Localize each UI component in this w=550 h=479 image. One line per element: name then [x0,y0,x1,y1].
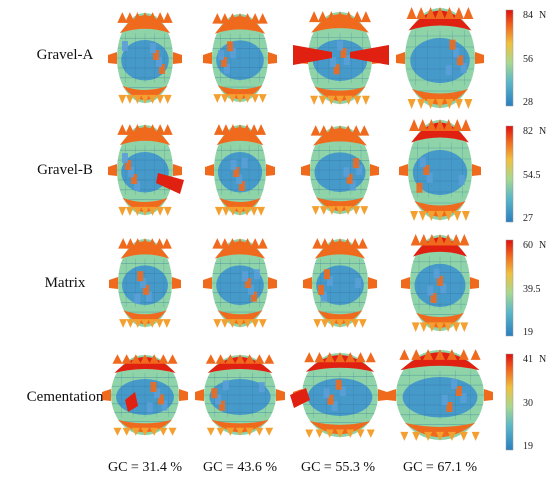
colorbar-1-tick-min: 28 [523,97,533,108]
colorbar-3-tick-mid: 39.5 [523,284,541,295]
sphere-layer [102,7,493,441]
force-sphere-r1-c3 [299,11,381,105]
colorbar-3-tick-max: 60 [523,240,533,251]
row-label-cementation: Cementation [26,389,104,405]
force-sphere-r1-c2 [203,13,277,103]
colorbar-2-tick-max: 82 [523,126,533,137]
colorbar-layer: 84 56 28 N 82 54.5 27 N 60 39.5 19 N 41 30 19 N [505,9,546,452]
colorbar-1: 84 56 28 N [505,9,546,108]
force-sphere-r3-c2 [203,238,277,328]
colorbar-2-unit: N [539,126,546,137]
colorbar-3-tick-min: 19 [523,327,533,338]
column-label-gc-1: GC = 31.4 % [107,460,182,475]
force-sphere-r1-c4 [396,7,484,109]
column-label-gc-3: GC = 55.3 % [300,460,375,475]
colorbar-4: 41 30 19 N [505,353,546,452]
force-sphere-r4-c4 [387,349,493,441]
colorbar-2-tick-min: 27 [523,213,533,224]
force-spike-3 [156,173,184,194]
row-label-matrix: Matrix [44,275,86,291]
colorbar-4-unit: N [539,354,546,365]
colorbar-3-unit: N [539,240,546,251]
force-sphere-r1-c1 [108,12,182,104]
force-sphere-r3-c1 [109,238,181,328]
colorbar-1-unit: N [539,10,546,21]
force-sphere-r4-c1 [102,354,188,436]
column-label-gc-2: GC = 43.6 % [202,460,277,475]
colorbar-3: 60 39.5 19 N [505,239,546,338]
colorbar-1-tick-mid: 56 [523,54,533,65]
force-sphere-r3-c4 [401,234,479,332]
force-sphere-r2-c1 [108,124,182,216]
force-sphere-r2-c2 [205,124,275,216]
force-spike-1 [293,45,332,65]
colorbar-1-tick-max: 84 [523,10,533,21]
colorbar-2-tick-mid: 54.5 [523,170,541,181]
force-sphere-r2-c3 [301,125,379,215]
force-sphere-r2-c4 [399,119,481,221]
colorbar-4-tick-min: 19 [523,441,533,452]
row-label-gravel-b: Gravel-B [37,162,93,178]
colorbar-4-tick-mid: 30 [523,398,533,409]
force-spike-2 [350,45,389,65]
colorbar-4-tick-max: 41 [523,354,533,365]
force-spike-4 [290,388,310,408]
colorbar-2: 82 54.5 27 N [505,125,546,224]
column-label-gc-4: GC = 67.1 % [402,460,477,475]
force-spike-5 [125,392,138,412]
row-label-gravel-a: Gravel-A [36,47,94,63]
force-sphere-r4-c2 [195,354,285,436]
force-sphere-r3-c3 [303,238,377,328]
